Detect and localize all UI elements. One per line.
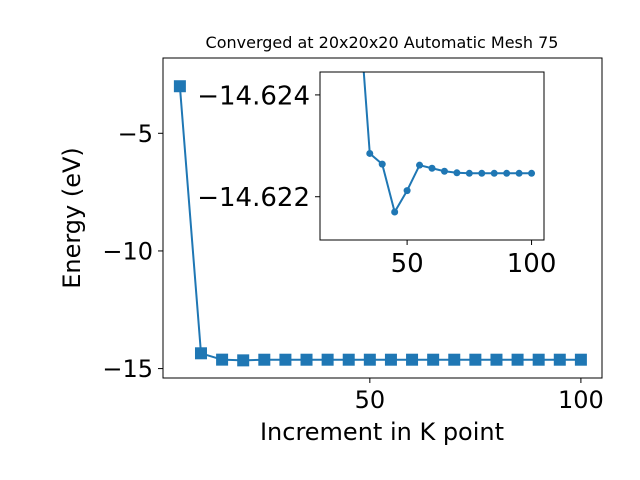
main-series xyxy=(173,80,587,367)
main-point xyxy=(469,353,482,366)
main-point xyxy=(363,353,376,366)
inset-point xyxy=(515,169,523,177)
main-point xyxy=(553,353,566,366)
main-point xyxy=(321,353,334,366)
inset-plot-frame xyxy=(319,71,545,241)
main-y-tick-label: −15 xyxy=(102,355,153,383)
main-point xyxy=(384,353,397,366)
chart-title: Converged at 20x20x20 Automatic Mesh 75 xyxy=(206,33,559,52)
main-x-tick-label: 50 xyxy=(355,386,386,414)
inset-x-ticks: 50 100 xyxy=(391,240,557,279)
inset-y-tick-label: −14.622 xyxy=(197,183,310,213)
main-point xyxy=(574,353,587,366)
main-point xyxy=(237,354,250,367)
main-point xyxy=(258,353,271,366)
main-point xyxy=(427,353,440,366)
main-x-ticks: 50 100 xyxy=(355,378,604,414)
inset-plot: 50 100 −14.624 −14.622 xyxy=(197,71,557,279)
inset-point xyxy=(391,208,399,216)
inset-x-tick-label: 100 xyxy=(507,249,557,279)
main-point xyxy=(194,347,207,360)
inset-point xyxy=(428,164,436,172)
main-y-ticks: −5 −10 −15 xyxy=(102,120,163,383)
inset-point xyxy=(503,169,511,177)
inset-series xyxy=(362,72,536,216)
inset-point xyxy=(403,187,411,195)
main-plot-frame xyxy=(162,57,603,379)
inset-point xyxy=(465,169,473,177)
inset-x-tick-label: 50 xyxy=(391,249,424,279)
inset-point xyxy=(440,167,448,175)
main-point xyxy=(279,353,292,366)
inset-point xyxy=(366,149,374,157)
inset-point xyxy=(453,169,461,177)
main-x-tick-label: 100 xyxy=(558,386,604,414)
main-point xyxy=(511,353,524,366)
main-point xyxy=(300,353,313,366)
main-point xyxy=(342,353,355,366)
inset-point xyxy=(478,169,486,177)
main-point xyxy=(490,353,503,366)
main-point xyxy=(173,80,186,93)
y-axis-title: Energy (eV) xyxy=(58,147,86,289)
inset-y-ticks: −14.624 −14.622 xyxy=(197,81,320,213)
inset-point xyxy=(528,169,536,177)
main-y-tick-label: −10 xyxy=(102,238,153,266)
main-point xyxy=(406,353,419,366)
inset-point xyxy=(490,169,498,177)
inset-point xyxy=(416,161,424,169)
inset-y-tick-label: −14.624 xyxy=(197,81,310,111)
main-point xyxy=(448,353,461,366)
inset-plot-area xyxy=(320,72,544,240)
main-point xyxy=(216,353,229,366)
inset-point xyxy=(378,160,386,168)
x-axis-title: Increment in K point xyxy=(260,418,504,446)
main-y-tick-label: −5 xyxy=(118,120,153,148)
main-point xyxy=(532,353,545,366)
